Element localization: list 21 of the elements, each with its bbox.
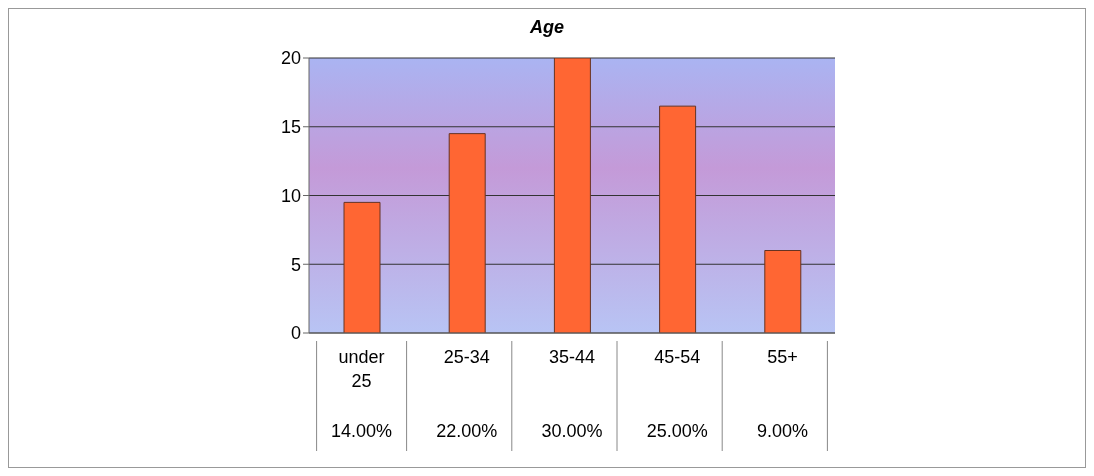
bar bbox=[343, 201, 381, 333]
x-tick-label: under 25 bbox=[338, 347, 385, 391]
x-tick-label: 45-54 bbox=[654, 347, 701, 367]
text: 25.00% bbox=[646, 421, 708, 441]
bar bbox=[659, 105, 697, 333]
y-tick-label: 15 bbox=[280, 117, 301, 138]
y-tick-label: 10 bbox=[280, 185, 301, 206]
x-tick-label: 25-34 bbox=[443, 347, 490, 367]
bar bbox=[553, 58, 591, 333]
y-tick-label: 5 bbox=[290, 254, 301, 275]
text: 9.00% bbox=[756, 421, 808, 441]
bar bbox=[448, 133, 486, 333]
text: 22.00% bbox=[436, 421, 498, 441]
x-tick-label: 55+ bbox=[767, 347, 798, 367]
x-tick-label: 35-44 bbox=[548, 347, 596, 367]
y-tick-label: 20 bbox=[280, 48, 301, 69]
text: 30.00% bbox=[541, 421, 603, 441]
bar bbox=[764, 250, 802, 333]
chart-title: Age bbox=[529, 16, 565, 38]
y-tick-label: 0 bbox=[290, 323, 301, 344]
text: 14.00% bbox=[331, 421, 393, 441]
